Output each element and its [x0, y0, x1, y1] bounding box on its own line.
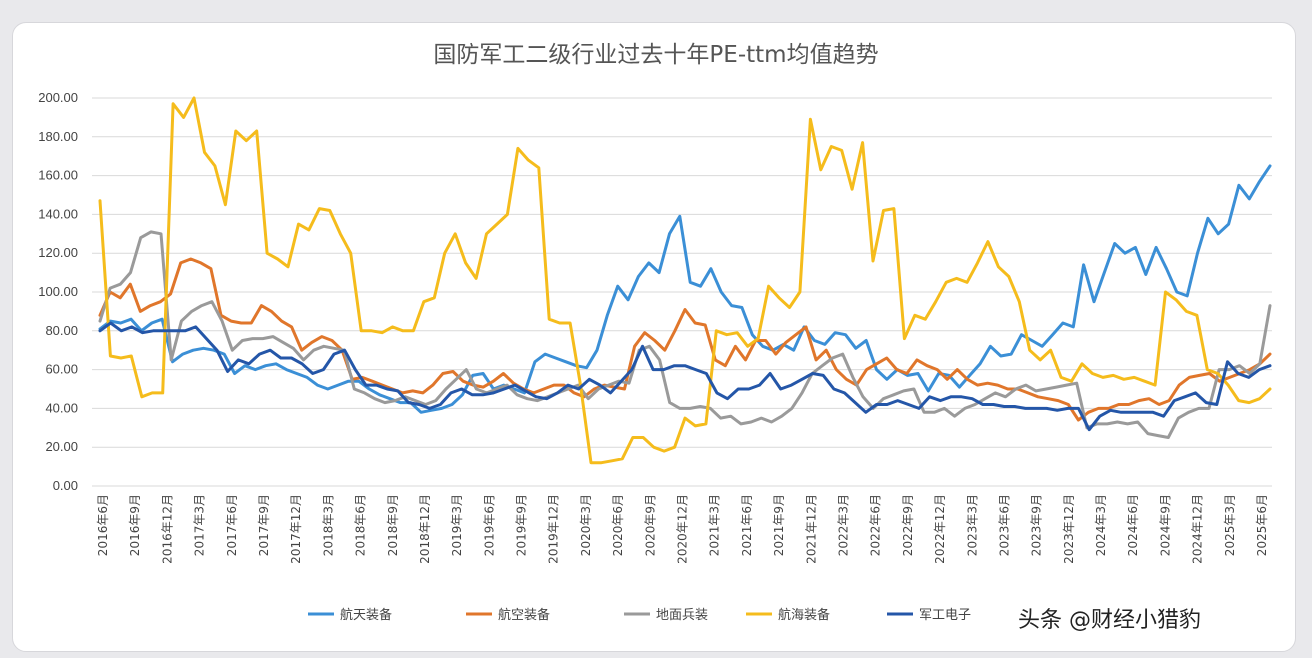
y-tick-label: 200.00 — [38, 90, 78, 105]
legend-label: 航海装备 — [778, 607, 830, 623]
series-line-3 — [98, 96, 1272, 465]
chart-title: 国防军工二级行业过去十年PE-ttm均值趋势 — [433, 42, 878, 68]
series-line-0 — [98, 164, 1272, 414]
x-tick-label: 2021年6月 — [740, 494, 754, 556]
x-tick-label: 2018年6月 — [354, 494, 368, 556]
x-tick-label: 2021年12月 — [804, 494, 818, 564]
y-tick-label: 80.00 — [45, 323, 78, 338]
series-line-4 — [98, 321, 1272, 432]
y-tick-label: 180.00 — [38, 129, 78, 144]
x-tick-label: 2016年6月 — [96, 494, 110, 556]
y-tick-label: 40.00 — [45, 400, 78, 415]
x-tick-label: 2022年12月 — [933, 494, 947, 564]
x-tick-label: 2023年3月 — [965, 494, 979, 556]
x-tick-label: 2020年12月 — [676, 494, 690, 564]
x-tick-label: 2023年9月 — [1030, 494, 1044, 556]
series-lines — [98, 96, 1272, 465]
watermark: 头条 @财经小猎豹 — [1018, 608, 1201, 633]
x-tick-label: 2019年6月 — [482, 494, 496, 556]
x-tick-label: 2017年3月 — [193, 494, 207, 556]
x-tick-label: 2025年3月 — [1223, 494, 1237, 556]
x-tick-label: 2019年12月 — [547, 494, 561, 564]
x-tick-label: 2024年9月 — [1158, 494, 1172, 556]
legend-label: 地面兵装 — [656, 608, 708, 623]
chart-card — [12, 22, 1296, 652]
x-tick-label: 2019年3月 — [450, 494, 464, 556]
x-tick-label: 2025年6月 — [1255, 494, 1269, 556]
x-tick-label: 2018年12月 — [418, 494, 432, 564]
y-tick-label: 100.00 — [38, 284, 78, 299]
x-tick-label: 2022年9月 — [901, 494, 915, 556]
legend-label: 军工电子 — [919, 608, 971, 623]
legend-label: 航天装备 — [340, 607, 392, 623]
x-tick-label: 2021年9月 — [772, 494, 786, 556]
series-line-1 — [98, 257, 1272, 422]
x-tick-label: 2017年12月 — [289, 494, 303, 564]
x-tick-label: 2021年3月 — [708, 494, 722, 556]
x-tick-label: 2017年6月 — [225, 494, 239, 556]
x-tick-label: 2020年3月 — [579, 494, 593, 556]
legend: 航天装备 航空装备 地面兵装 航海装备 军工电子 — [308, 607, 971, 623]
x-tick-label: 2020年9月 — [643, 494, 657, 556]
x-tick-label: 2018年3月 — [321, 494, 335, 556]
x-tick-label: 2024年6月 — [1126, 494, 1140, 556]
y-tick-label: 20.00 — [45, 439, 78, 454]
x-tick-label: 2022年6月 — [869, 494, 883, 556]
x-tick-label: 2019年9月 — [515, 494, 529, 556]
series-line-2 — [98, 230, 1272, 439]
y-tick-label: 60.00 — [45, 362, 78, 377]
y-tick-label: 0.00 — [53, 478, 78, 493]
x-tick-label: 2023年6月 — [997, 494, 1011, 556]
y-tick-label: 140.00 — [38, 206, 78, 221]
x-tick-label: 2023年12月 — [1062, 494, 1076, 564]
x-axis-ticks: 2016年6月 2016年9月 2016年12月 2017年3月 2017年6月 2017… — [96, 494, 1269, 564]
x-tick-label: 2022年3月 — [836, 494, 850, 556]
y-tick-label: 120.00 — [38, 245, 78, 260]
x-tick-label: 2024年3月 — [1094, 494, 1108, 556]
x-tick-label: 2018年9月 — [386, 494, 400, 556]
x-tick-label: 2024年12月 — [1191, 494, 1205, 564]
x-tick-label: 2020年6月 — [611, 494, 625, 556]
x-tick-label: 2016年9月 — [128, 494, 142, 556]
grid — [92, 97, 1272, 487]
y-axis-ticks: 0.00 20.00 40.00 60.00 80.00 100.00 120.00 140.… — [38, 90, 78, 493]
legend-label: 航空装备 — [498, 607, 550, 623]
x-tick-label: 2016年12月 — [160, 494, 174, 564]
y-tick-label: 160.00 — [38, 168, 78, 183]
x-tick-label: 2017年9月 — [257, 494, 271, 556]
